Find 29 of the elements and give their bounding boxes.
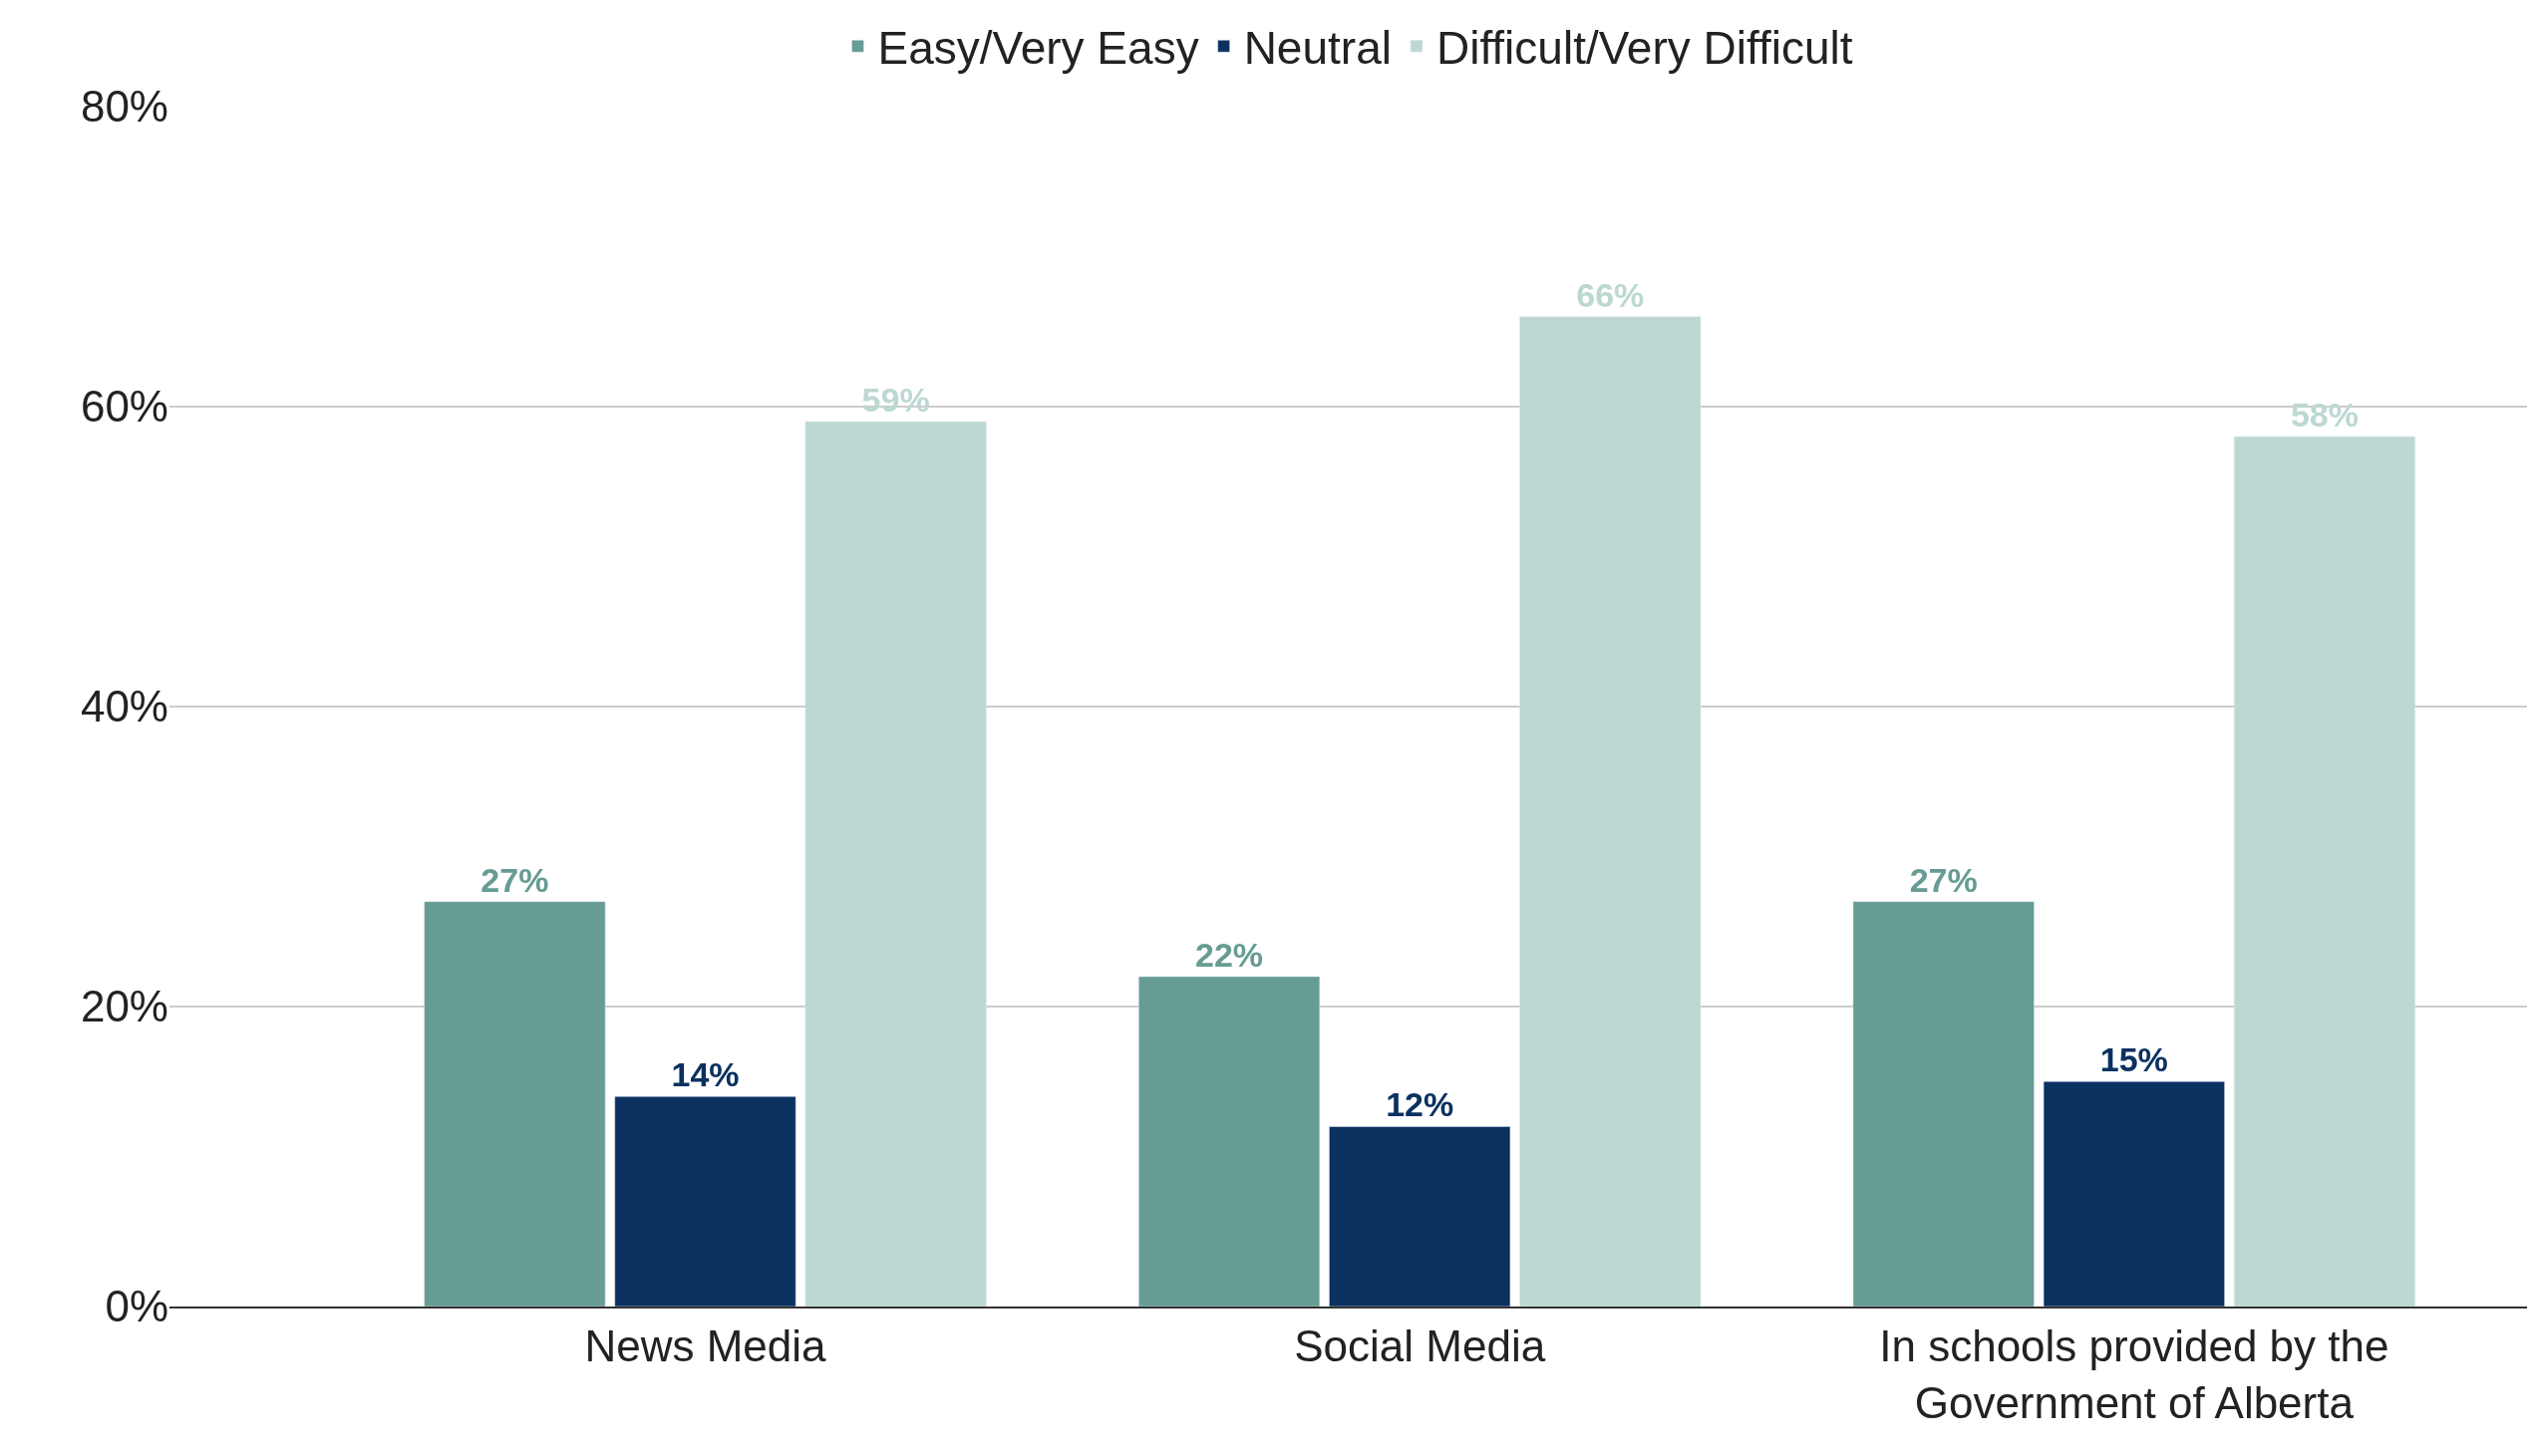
bar (1519, 316, 1702, 1307)
bar (424, 901, 606, 1307)
data-label: 58% (2290, 396, 2359, 435)
data-label: 14% (671, 1055, 740, 1094)
bar (2233, 436, 2415, 1307)
x-tick-label: News Media (584, 1320, 827, 1370)
data-label: 59% (861, 381, 930, 420)
y-tick-label: 40% (80, 682, 168, 731)
bar (614, 1096, 796, 1307)
y-tick-label: 60% (80, 382, 168, 432)
legend-label: Easy/Very Easy (877, 22, 1199, 75)
data-label: 15% (2099, 1040, 2168, 1079)
x-tick-label: In schools provided by the Government of Alberta (1879, 1320, 2389, 1427)
bar (2043, 1081, 2225, 1307)
data-label: 27% (480, 860, 549, 899)
data-label: 22% (1195, 935, 1264, 974)
y-tick-label: 80% (80, 82, 168, 132)
y-tick-label: 0% (105, 1282, 168, 1331)
data-label: 27% (1909, 860, 1978, 899)
legend-label: Neutral (1243, 22, 1392, 75)
data-label: 66% (1576, 275, 1645, 314)
bar (804, 421, 987, 1307)
bar (1329, 1126, 1511, 1307)
bar (1852, 901, 2035, 1307)
x-tick-label: Social Media (1294, 1320, 1546, 1370)
bar (1138, 976, 1321, 1307)
data-label: 12% (1386, 1085, 1454, 1124)
legend-label: Difficult/Very Difficult (1435, 22, 1853, 75)
y-tick-label: 20% (80, 982, 168, 1031)
